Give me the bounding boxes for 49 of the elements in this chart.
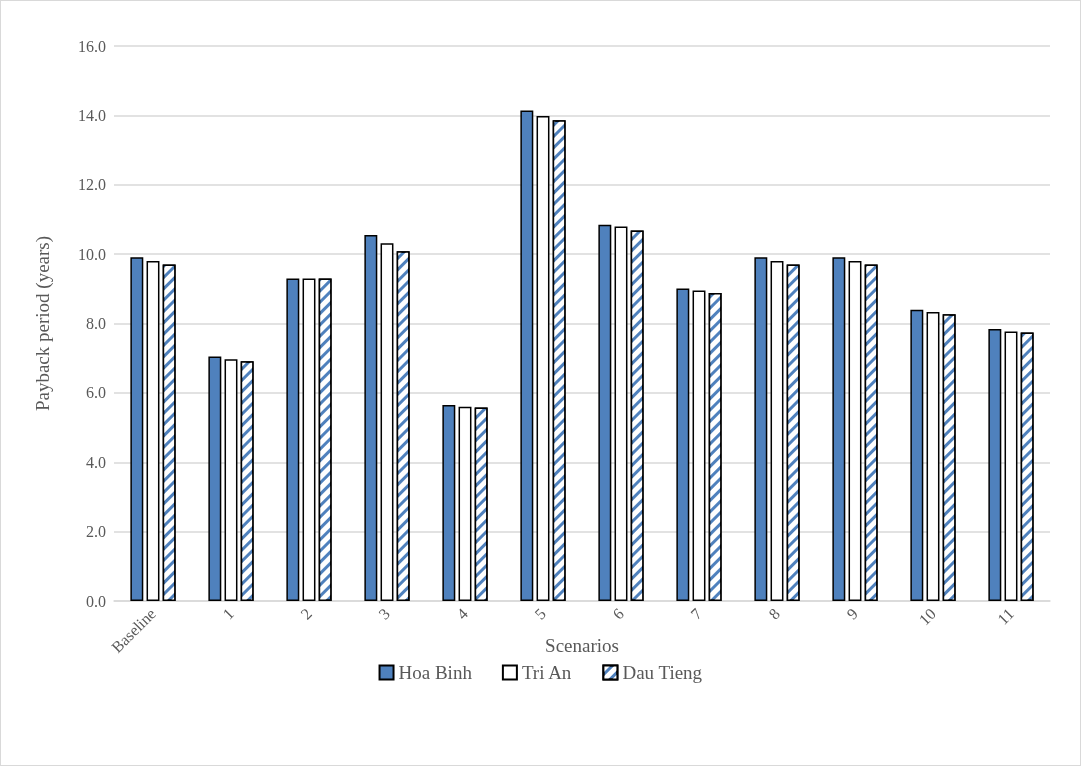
y-axis-title: Payback period (years)	[32, 235, 54, 412]
bar	[676, 288, 690, 601]
x-tick-label: 5	[531, 604, 550, 623]
bar	[988, 329, 1002, 601]
x-tick-label: 3	[375, 604, 394, 623]
bar	[754, 257, 768, 601]
y-tick-label: 4.0	[86, 453, 106, 471]
bar	[832, 257, 846, 601]
x-tick-label: 6	[609, 604, 628, 623]
bar	[130, 257, 144, 601]
bar	[770, 261, 784, 601]
x-tick-label: 1	[219, 604, 238, 623]
bar	[926, 312, 940, 601]
bar	[146, 261, 160, 601]
y-tick-label: 14.0	[78, 106, 106, 124]
x-tick-label: 4	[453, 604, 472, 623]
bar	[208, 356, 222, 601]
x-tick-label: 9	[843, 604, 862, 623]
x-tick-label: 2	[297, 604, 316, 623]
x-axis-title: Scenarios	[545, 635, 619, 656]
bar	[380, 243, 394, 601]
legend-label: Hoa Binh	[398, 662, 473, 683]
y-tick-label: 2.0	[86, 523, 106, 541]
bar	[458, 406, 472, 601]
bar	[286, 278, 300, 601]
x-tick-label: 11	[994, 604, 1018, 628]
bar	[224, 359, 238, 601]
bar	[364, 235, 378, 601]
bar	[520, 110, 534, 601]
y-tick-label: 16.0	[78, 37, 106, 55]
bar	[910, 309, 924, 601]
legend-label: Dau Tieng	[622, 662, 703, 683]
bar	[692, 290, 706, 601]
bar	[614, 226, 628, 601]
bar	[442, 405, 456, 601]
bar	[302, 278, 316, 601]
bar	[536, 116, 550, 601]
y-tick-label: 0.0	[86, 592, 106, 610]
y-tick-label: 8.0	[86, 315, 106, 332]
x-tick-label: 10	[915, 604, 940, 629]
y-tick-label: 12.0	[78, 176, 106, 194]
bar	[848, 261, 862, 601]
bar	[598, 224, 612, 601]
x-tick-label: 7	[687, 604, 706, 623]
y-tick-label: 10.0	[78, 245, 106, 263]
x-tick-label: 8	[765, 604, 784, 623]
bar	[1004, 331, 1018, 601]
y-tick-label: 6.0	[86, 384, 106, 402]
legend-label: Tri An	[521, 662, 572, 683]
